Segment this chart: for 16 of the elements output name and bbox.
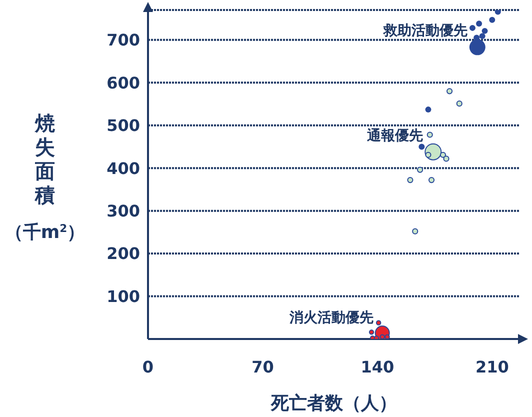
x-tick-label: 0	[142, 357, 154, 376]
y-tick-label: 600	[106, 73, 140, 92]
y-axis-title: 焼失面積（千m$^{2}$）	[4, 111, 86, 243]
y-tick-label: 400	[106, 158, 140, 178]
y-tick-label: 300	[106, 202, 140, 220]
x-tick-label: 210	[475, 357, 509, 376]
series-label: 通報優先	[366, 126, 424, 144]
y-tick-label: 200	[106, 244, 140, 264]
y-tick-label: 700	[106, 30, 140, 50]
y-tick-label: 100	[106, 286, 140, 306]
series-label: 消火活動優先	[288, 310, 374, 326]
series-label: 救助活動優先	[382, 23, 468, 40]
y-tick-label: 500	[106, 116, 140, 136]
x-tick-label: 140	[360, 357, 394, 376]
x-tick-label: 70	[252, 357, 274, 376]
x-axis-title: 死亡者数（人）	[270, 393, 397, 414]
